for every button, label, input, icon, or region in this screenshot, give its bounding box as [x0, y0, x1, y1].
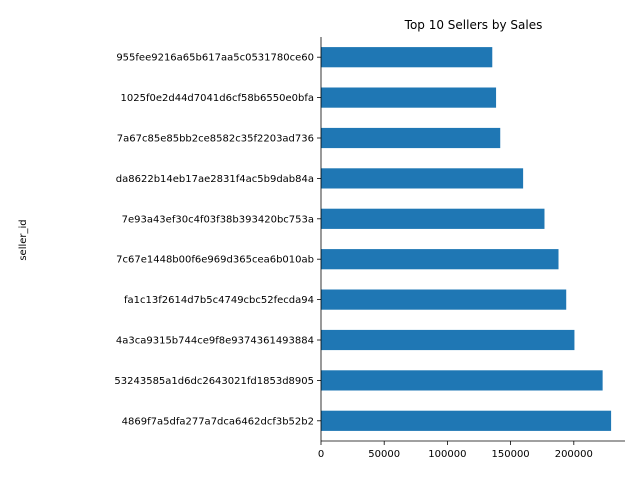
x-tick-label: 50000: [368, 449, 400, 460]
x-tick-label: 100000: [428, 449, 466, 460]
y-tick-label: 955fee9216a65b617aa5c0531780ce60: [116, 53, 314, 64]
y-axis-label: seller_id: [18, 219, 29, 260]
y-tick-label: 7a67c85e85bb2ce8582c35f2203ad736: [117, 134, 314, 145]
bar-4a3ca9315b744ce9f8e9374361493884: [321, 329, 575, 351]
bar-7c67e1448b00f6e969d365cea6b010ab: [321, 249, 559, 270]
bar-53243585a1d6dc2643021fd1853d8905: [321, 370, 603, 391]
bar-7a67c85e85bb2ce8582c35f2203ad736: [321, 127, 501, 149]
y-tick-label: 4869f7a5dfa277a7dca6462dcf3b52b2: [122, 416, 314, 427]
y-tick-label: da8622b14eb17ae2831f4ac5b9dab84a: [116, 174, 314, 185]
y-ticks: 4869f7a5dfa277a7dca6462dcf3b52b2 53243585…: [114, 53, 321, 427]
bar-fa1c13f2614d7b5c4749cbc52fecda94: [321, 289, 567, 310]
bar-1025f0e2d44d7041d6cf58b6550e0bfa: [321, 87, 497, 108]
y-tick-label: 4a3ca9315b744ce9f8e9374361493884: [116, 336, 314, 347]
x-tick-label: 0: [318, 449, 324, 460]
axes: [320, 37, 625, 442]
bars-layer: [321, 47, 612, 431]
y-tick-label: fa1c13f2614d7b5c4749cbc52fecda94: [124, 295, 314, 306]
bar-955fee9216a65b617aa5c0531780ce60: [321, 47, 493, 68]
x-tick-label: 150000: [492, 449, 530, 460]
y-tick-label: 1025f0e2d44d7041d6cf58b6550e0bfa: [121, 93, 314, 104]
y-tick-label: 7c67e1448b00f6e969d365cea6b010ab: [116, 255, 314, 266]
bar-da8622b14eb17ae2831f4ac5b9dab84a: [321, 168, 524, 189]
y-tick-label: 7e93a43ef30c4f03f38b393420bc753a: [122, 214, 314, 225]
bar-7e93a43ef30c4f03f38b393420bc753a: [321, 208, 545, 229]
bar-4869f7a5dfa277a7dca6462dcf3b52b2: [321, 410, 612, 431]
y-tick-label: 53243585a1d6dc2643021fd1853d8905: [114, 376, 314, 387]
x-tick-label: 200000: [555, 449, 593, 460]
chart-title: Top 10 Sellers by Sales: [404, 18, 543, 32]
x-ticks: 0 50000 100000 150000 200000: [318, 441, 593, 460]
